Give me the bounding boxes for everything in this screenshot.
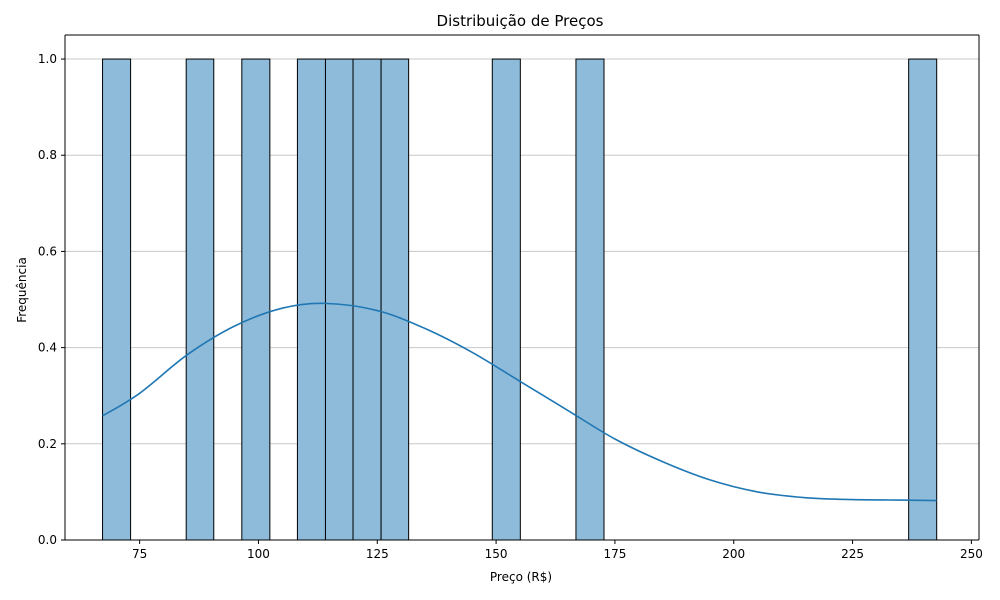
histogram-bar-0	[102, 58, 132, 541]
y-tick-label-2: 0.4	[38, 341, 57, 355]
x-tick-label-0: 75	[132, 547, 147, 561]
histogram-bar-7	[491, 58, 521, 541]
histogram-bars	[102, 58, 938, 541]
kde-curve-group	[102, 302, 937, 502]
x-tick-label-7: 250	[960, 547, 983, 561]
x-ticks: 75 100 125 150 175 200 225 250	[132, 540, 983, 561]
chart-title: Distribuição de Preços	[437, 12, 604, 30]
histogram-bar-8	[575, 58, 605, 541]
y-tick-label-1: 0.2	[38, 437, 57, 451]
histogram-bar-5	[352, 58, 382, 541]
histogram-bar-4	[324, 58, 354, 541]
axes	[64, 34, 980, 541]
histogram-bar-2	[241, 58, 271, 541]
x-tick-label-6: 225	[841, 547, 864, 561]
y-tick-label-4: 0.8	[38, 148, 57, 162]
y-tick-label-5: 1.0	[38, 52, 57, 66]
histogram-bar-6	[380, 58, 410, 541]
x-axis-label: Preço (R$)	[490, 570, 552, 584]
x-tick-label-5: 200	[722, 547, 745, 561]
x-tick-label-4: 175	[603, 547, 626, 561]
x-tick-label-3: 150	[485, 547, 508, 561]
y-tick-label-3: 0.6	[38, 244, 57, 258]
y-axis-label: Frequência	[15, 257, 29, 323]
histogram-bar-3	[296, 58, 326, 541]
y-ticks: 0.0 0.2 0.4 0.6 0.8 1.0	[38, 52, 65, 547]
histogram-bar-9	[908, 58, 938, 541]
x-tick-label-1: 100	[247, 547, 270, 561]
x-tick-label-2: 125	[366, 547, 389, 561]
kde-curve	[102, 302, 937, 502]
y-tick-label-0: 0.0	[38, 533, 57, 547]
histogram-bar-1	[185, 58, 215, 541]
